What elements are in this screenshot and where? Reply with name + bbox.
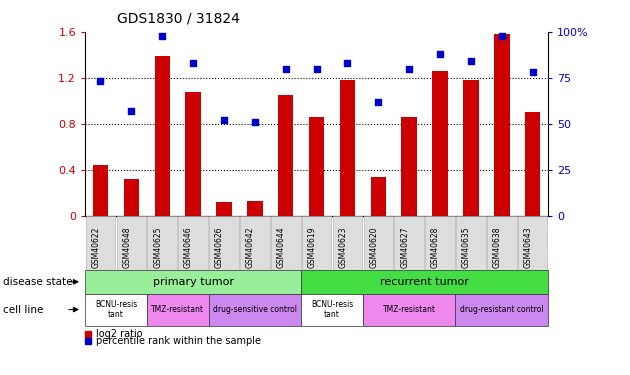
Bar	[93, 165, 108, 216]
Text: GSM40625: GSM40625	[153, 226, 163, 268]
Text: BCNU-resis
tant: BCNU-resis tant	[311, 300, 353, 319]
Text: GSM40628: GSM40628	[431, 227, 440, 268]
Point	[343, 60, 353, 66]
Bar	[525, 112, 541, 216]
Text: primary tumor: primary tumor	[152, 277, 234, 287]
Bar	[370, 177, 386, 216]
Bar	[432, 71, 448, 216]
Text: percentile rank within the sample: percentile rank within the sample	[96, 336, 261, 346]
Text: GDS1830 / 31824: GDS1830 / 31824	[117, 11, 239, 25]
Point	[373, 99, 383, 105]
Point	[126, 108, 137, 114]
Text: GSM40620: GSM40620	[369, 226, 378, 268]
Text: GSM40627: GSM40627	[400, 226, 410, 268]
Point	[96, 78, 106, 84]
Text: log2 ratio: log2 ratio	[96, 329, 143, 339]
Point	[496, 33, 507, 39]
Bar	[247, 201, 263, 216]
Point	[435, 51, 445, 57]
Text: GSM40643: GSM40643	[524, 226, 532, 268]
Point	[219, 117, 229, 123]
Text: GSM40619: GSM40619	[307, 226, 316, 268]
Text: disease state: disease state	[3, 277, 72, 287]
Text: cell line: cell line	[3, 304, 43, 315]
Bar	[278, 95, 294, 216]
Bar	[309, 117, 324, 216]
Point	[249, 119, 260, 125]
Text: drug-resistant control: drug-resistant control	[460, 305, 544, 314]
Text: GSM40646: GSM40646	[184, 226, 193, 268]
Point	[281, 66, 291, 72]
Bar	[185, 92, 201, 216]
Bar	[123, 179, 139, 216]
Text: GSM40623: GSM40623	[338, 226, 348, 268]
Bar	[154, 56, 170, 216]
Point	[188, 60, 198, 66]
Text: GSM40638: GSM40638	[493, 226, 501, 268]
Point	[527, 69, 537, 75]
Bar	[216, 202, 232, 216]
Bar	[494, 34, 510, 216]
Text: GSM40622: GSM40622	[91, 227, 101, 268]
Text: GSM40635: GSM40635	[462, 226, 471, 268]
Point	[466, 58, 476, 64]
Bar	[463, 80, 479, 216]
Text: GSM40644: GSM40644	[277, 226, 285, 268]
Text: TMZ-resistant: TMZ-resistant	[151, 305, 204, 314]
Text: GSM40648: GSM40648	[122, 226, 132, 268]
Bar	[401, 117, 417, 216]
Point	[312, 66, 322, 72]
Text: recurrent tumor: recurrent tumor	[380, 277, 469, 287]
Text: TMZ-resistant: TMZ-resistant	[382, 305, 436, 314]
Bar	[340, 80, 355, 216]
Point	[404, 66, 415, 72]
Point	[158, 33, 168, 39]
Text: BCNU-resis
tant: BCNU-resis tant	[94, 300, 137, 319]
Text: GSM40642: GSM40642	[246, 226, 255, 268]
Text: drug-sensitive control: drug-sensitive control	[213, 305, 297, 314]
Text: GSM40626: GSM40626	[215, 226, 224, 268]
